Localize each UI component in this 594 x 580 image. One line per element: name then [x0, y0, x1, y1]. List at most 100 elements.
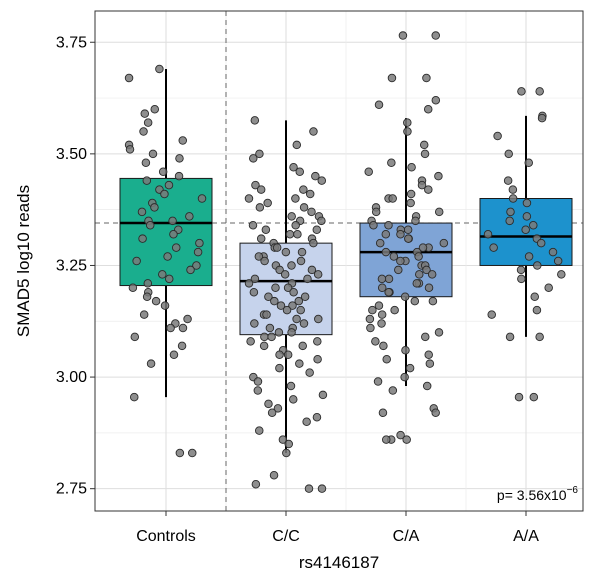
data-point: [168, 216, 177, 226]
data-point: [250, 319, 259, 328]
data-point: [148, 149, 158, 159]
data-point: [418, 243, 428, 252]
y-tick-label: 2.75: [56, 481, 87, 498]
data-point: [255, 149, 264, 159]
data-point: [318, 390, 328, 400]
data-point: [303, 274, 312, 284]
data-point: [417, 180, 427, 190]
data-point: [132, 256, 141, 266]
x-tick-label: C/C: [272, 528, 300, 545]
data-point: [415, 270, 424, 279]
data-point: [244, 279, 254, 288]
data-point: [300, 292, 310, 301]
data-point: [256, 234, 266, 243]
data-point: [537, 113, 547, 123]
data-point: [535, 87, 544, 96]
data-point: [377, 310, 387, 319]
data-point: [130, 332, 140, 342]
data-point: [283, 350, 293, 360]
data-point: [150, 104, 160, 114]
data-point: [296, 256, 306, 266]
data-point: [267, 332, 276, 342]
data-point: [185, 212, 194, 221]
data-point: [192, 261, 201, 270]
data-point: [269, 471, 279, 480]
y-axis: 2.75 3.00 3.25 3.50 3.75: [56, 34, 95, 498]
data-point: [305, 189, 315, 199]
p-value-exponent: −6: [567, 485, 579, 496]
data-point: [250, 116, 260, 125]
data-point: [434, 171, 443, 181]
data-point: [274, 328, 284, 337]
data-point: [377, 319, 386, 328]
data-point: [295, 167, 305, 176]
data-point: [246, 337, 255, 346]
data-point: [128, 283, 138, 293]
data-point: [493, 131, 502, 141]
y-tick-label: 3.25: [56, 257, 87, 274]
data-point: [431, 408, 440, 418]
data-point: [317, 484, 327, 493]
data-point: [503, 176, 513, 185]
data-point: [285, 229, 295, 239]
data-point: [273, 404, 283, 413]
data-point: [403, 127, 412, 136]
data-point: [364, 167, 373, 176]
x-axis: Controls C/C C/A A/A: [136, 511, 539, 545]
data-point: [508, 194, 518, 203]
data-point: [307, 265, 317, 275]
data-point: [411, 216, 420, 226]
data-point: [524, 252, 534, 261]
data-point: [248, 221, 258, 230]
data-point: [548, 247, 558, 257]
data-point: [275, 363, 284, 373]
data-point: [302, 417, 311, 426]
data-point: [314, 314, 323, 324]
data-point: [535, 332, 544, 342]
data-point: [414, 252, 423, 261]
data-point: [374, 100, 384, 109]
data-point: [544, 283, 553, 293]
data-point: [169, 350, 179, 360]
data-point: [281, 247, 291, 257]
data-point: [517, 274, 526, 284]
data-point: [373, 377, 383, 386]
data-point: [175, 448, 185, 458]
data-point: [421, 332, 430, 342]
data-point: [164, 274, 174, 284]
data-point: [197, 194, 207, 203]
data-point: [155, 64, 164, 74]
data-point: [139, 310, 149, 319]
data-point: [405, 363, 415, 373]
p-value-text: p= 3.56x10: [497, 487, 567, 503]
data-point: [422, 265, 431, 275]
data-point: [292, 140, 302, 150]
data-point: [381, 435, 391, 444]
data-point: [140, 109, 150, 118]
data-point: [431, 31, 440, 40]
data-point: [163, 252, 172, 261]
data-point: [387, 158, 396, 168]
data-point: [141, 158, 151, 168]
data-point: [138, 234, 147, 243]
data-point: [483, 229, 493, 239]
data-point: [150, 203, 159, 212]
data-point: [186, 265, 195, 275]
data-point: [381, 247, 391, 257]
data-point: [142, 176, 152, 185]
point-layer: [124, 31, 566, 493]
data-point: [424, 350, 433, 360]
data-point: [271, 283, 280, 293]
data-point: [137, 207, 147, 217]
data-point: [251, 479, 261, 489]
data-point: [174, 171, 184, 181]
data-point: [368, 305, 377, 315]
data-point: [193, 247, 203, 257]
data-point: [434, 328, 444, 337]
data-point: [387, 73, 397, 83]
data-point: [505, 216, 514, 226]
data-point: [428, 296, 438, 306]
data-point: [311, 171, 320, 181]
data-point: [283, 283, 293, 293]
data-point: [254, 252, 264, 261]
